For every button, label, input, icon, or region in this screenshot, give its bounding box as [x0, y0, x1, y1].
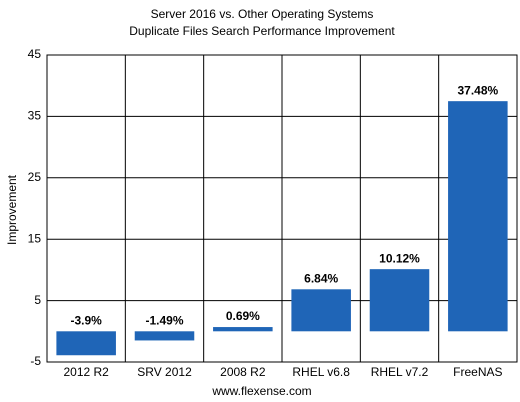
bar — [134, 331, 195, 341]
value-label: 10.12% — [379, 251, 420, 265]
y-tick-label: 15 — [28, 231, 42, 245]
x-tick-label: 2008 R2 — [220, 365, 266, 379]
x-tick-label: FreeNAS — [453, 365, 502, 379]
x-axis-label: www.flexense.com — [211, 384, 311, 398]
chart-title: Server 2016 vs. Other Operating Systems — [151, 7, 374, 21]
bar — [448, 101, 508, 332]
bar — [56, 331, 116, 356]
chart-subtitle: Duplicate Files Search Performance Impro… — [129, 24, 395, 38]
value-label: -3.9% — [70, 313, 102, 327]
y-tick-label: 35 — [28, 109, 42, 123]
y-tick-label: 45 — [28, 47, 42, 61]
value-label: 37.48% — [457, 83, 498, 97]
x-tick-label: RHEL v7.2 — [371, 365, 429, 379]
y-tick-label: -5 — [30, 354, 41, 368]
x-tick-label: 2012 R2 — [63, 365, 109, 379]
plot-frame — [46, 54, 518, 363]
y-tick-label: 25 — [28, 170, 42, 184]
y-tick-label: 5 — [34, 293, 41, 307]
value-label: 6.84% — [304, 271, 338, 285]
x-tick-label: SRV 2012 — [137, 365, 192, 379]
bar — [291, 289, 351, 332]
value-label: -1.49% — [145, 313, 183, 327]
bar — [369, 269, 430, 332]
value-label: 0.69% — [226, 309, 260, 323]
y-axis-label: Improvement — [5, 174, 19, 245]
bar — [213, 327, 273, 332]
x-tick-label: RHEL v6.8 — [292, 365, 350, 379]
